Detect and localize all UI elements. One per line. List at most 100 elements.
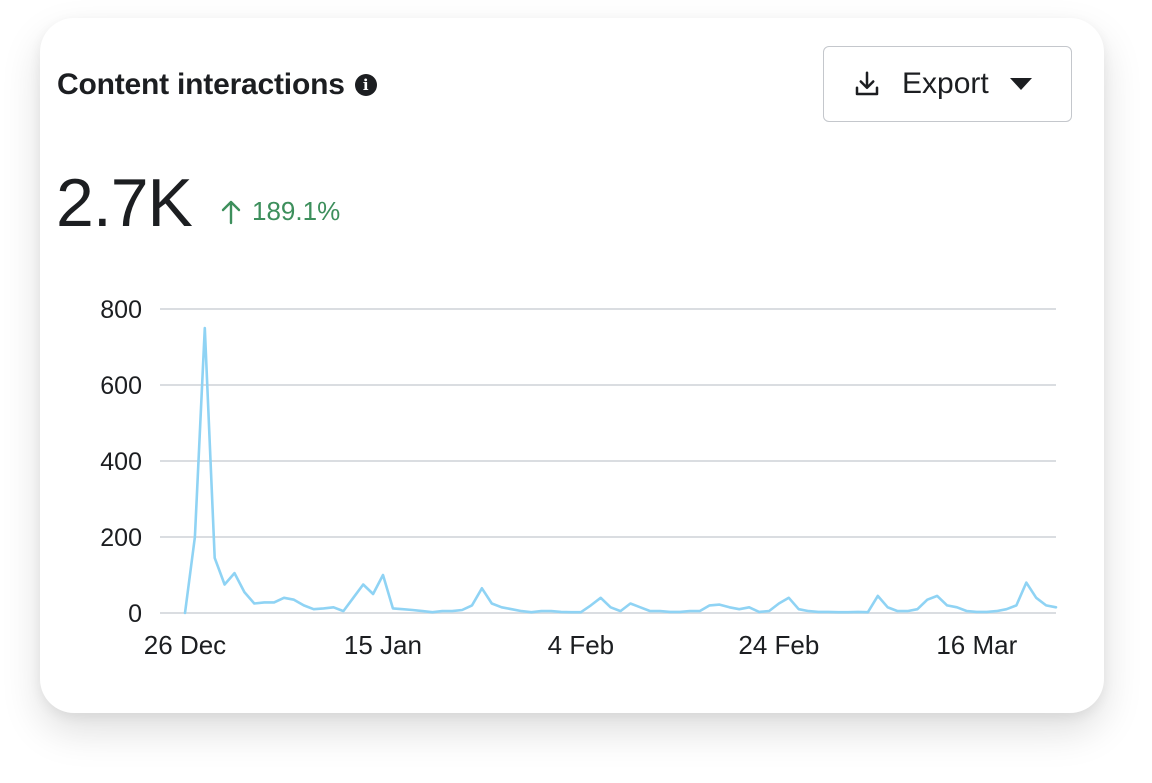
data-point[interactable] bbox=[230, 569, 238, 577]
data-point[interactable] bbox=[488, 600, 496, 608]
data-point[interactable] bbox=[211, 554, 219, 562]
data-point[interactable] bbox=[854, 608, 862, 616]
data-point[interactable] bbox=[557, 608, 565, 616]
data-point[interactable] bbox=[181, 609, 189, 617]
data-point[interactable] bbox=[1022, 579, 1030, 587]
data-point[interactable] bbox=[953, 603, 961, 611]
data-point[interactable] bbox=[290, 596, 298, 604]
data-point[interactable] bbox=[686, 607, 694, 615]
data-point[interactable] bbox=[1052, 603, 1060, 611]
change-indicator: 189.1% bbox=[220, 196, 340, 227]
data-point[interactable] bbox=[923, 596, 931, 604]
series-line-content-interactions bbox=[183, 326, 1058, 615]
data-point[interactable] bbox=[221, 581, 229, 589]
data-point[interactable] bbox=[636, 603, 644, 611]
data-point[interactable] bbox=[359, 581, 367, 589]
data-point[interactable] bbox=[864, 608, 872, 616]
data-point[interactable] bbox=[913, 605, 921, 613]
data-point[interactable] bbox=[844, 608, 852, 616]
data-point[interactable] bbox=[904, 607, 912, 615]
data-point[interactable] bbox=[755, 608, 763, 616]
data-point[interactable] bbox=[646, 607, 654, 615]
data-point[interactable] bbox=[775, 600, 783, 608]
data-point[interactable] bbox=[824, 608, 832, 616]
data-point[interactable] bbox=[191, 533, 199, 541]
data-point[interactable] bbox=[409, 606, 417, 614]
data-point[interactable] bbox=[943, 601, 951, 609]
data-point[interactable] bbox=[280, 594, 288, 602]
data-point[interactable] bbox=[676, 608, 684, 616]
data-point[interactable] bbox=[656, 607, 664, 615]
data-point[interactable] bbox=[498, 603, 506, 611]
data-point[interactable] bbox=[666, 608, 674, 616]
data-point[interactable] bbox=[617, 607, 625, 615]
data-point[interactable] bbox=[1003, 605, 1011, 613]
data-point[interactable] bbox=[725, 603, 733, 611]
data-point[interactable] bbox=[933, 592, 941, 600]
data-point[interactable] bbox=[389, 604, 397, 612]
data-point[interactable] bbox=[805, 607, 813, 615]
data-point[interactable] bbox=[765, 607, 773, 615]
data-point[interactable] bbox=[884, 603, 892, 611]
data-point[interactable] bbox=[260, 598, 268, 606]
data-point[interactable] bbox=[379, 571, 387, 579]
data-point[interactable] bbox=[468, 601, 476, 609]
data-point[interactable] bbox=[250, 600, 258, 608]
data-point[interactable] bbox=[983, 608, 991, 616]
data-point[interactable] bbox=[874, 592, 882, 600]
data-point[interactable] bbox=[577, 608, 585, 616]
y-tick-label: 200 bbox=[100, 524, 142, 552]
data-point[interactable] bbox=[745, 603, 753, 611]
data-point[interactable] bbox=[320, 604, 328, 612]
data-point[interactable] bbox=[834, 608, 842, 616]
data-point[interactable] bbox=[448, 607, 456, 615]
data-point[interactable] bbox=[458, 606, 466, 614]
data-point[interactable] bbox=[735, 605, 743, 613]
export-button[interactable]: Export bbox=[823, 46, 1072, 122]
data-point[interactable] bbox=[547, 607, 555, 615]
data-point[interactable] bbox=[508, 605, 516, 613]
data-point[interactable] bbox=[607, 603, 615, 611]
data-point[interactable] bbox=[438, 607, 446, 615]
data-point[interactable] bbox=[399, 605, 407, 613]
data-point[interactable] bbox=[785, 594, 793, 602]
data-point[interactable] bbox=[270, 598, 278, 606]
data-point[interactable] bbox=[597, 594, 605, 602]
data-point[interactable] bbox=[537, 607, 545, 615]
data-points bbox=[181, 324, 1060, 617]
data-point[interactable] bbox=[795, 605, 803, 613]
data-point[interactable] bbox=[1042, 601, 1050, 609]
data-point[interactable] bbox=[300, 601, 308, 609]
data-point[interactable] bbox=[527, 608, 535, 616]
data-point[interactable] bbox=[518, 607, 526, 615]
data-point[interactable] bbox=[894, 607, 902, 615]
data-point[interactable] bbox=[419, 607, 427, 615]
export-label: Export bbox=[902, 67, 989, 100]
data-point[interactable] bbox=[706, 601, 714, 609]
data-point[interactable] bbox=[1012, 601, 1020, 609]
data-point[interactable] bbox=[696, 607, 704, 615]
data-point[interactable] bbox=[478, 584, 486, 592]
data-point[interactable] bbox=[310, 605, 318, 613]
data-point[interactable] bbox=[201, 324, 209, 332]
data-point[interactable] bbox=[240, 588, 248, 596]
data-point[interactable] bbox=[993, 607, 1001, 615]
data-point[interactable] bbox=[349, 594, 357, 602]
data-point[interactable] bbox=[1032, 594, 1040, 602]
data-point[interactable] bbox=[587, 601, 595, 609]
data-point[interactable] bbox=[973, 608, 981, 616]
data-point[interactable] bbox=[814, 608, 822, 616]
data-point[interactable] bbox=[329, 603, 337, 611]
data-point[interactable] bbox=[339, 607, 347, 615]
info-icon[interactable]: i bbox=[354, 74, 377, 96]
data-point[interactable] bbox=[715, 601, 723, 609]
data-point[interactable] bbox=[428, 608, 436, 616]
data-point[interactable] bbox=[963, 607, 971, 615]
data-point[interactable] bbox=[369, 590, 377, 598]
download-icon bbox=[855, 71, 879, 96]
y-tick-label: 600 bbox=[100, 372, 142, 400]
x-tick-label: 16 Mar bbox=[936, 630, 1017, 660]
arrow-up-icon bbox=[221, 200, 241, 224]
data-point[interactable] bbox=[567, 608, 575, 616]
data-point[interactable] bbox=[626, 600, 634, 608]
